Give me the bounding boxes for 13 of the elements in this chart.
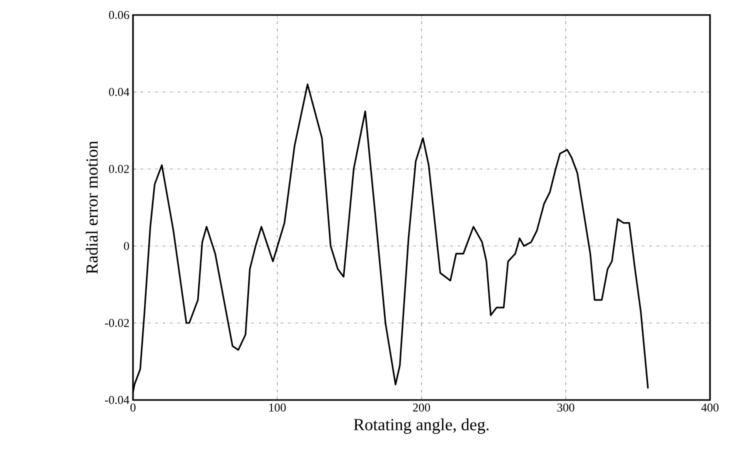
x-tick-label: 0: [130, 404, 136, 412]
y-tick-label: 0.06: [109, 10, 130, 20]
y-tick-label: 0.04: [109, 88, 130, 96]
y-tick-label: -0.04: [105, 396, 130, 404]
y-tick-label: 0: [124, 242, 130, 250]
x-tick-label: 400: [701, 404, 719, 412]
x-tick-label: 300: [557, 404, 574, 412]
y-tick-label: 0.02: [109, 164, 129, 174]
x-tick-label: 200: [413, 404, 430, 412]
x-tick-label: 100: [269, 404, 286, 412]
y-axis-title: Radial error motion: [86, 140, 98, 274]
y-tick-label: -0.02: [105, 318, 129, 328]
x-axis-title: Rotating angle, deg.: [354, 418, 489, 434]
